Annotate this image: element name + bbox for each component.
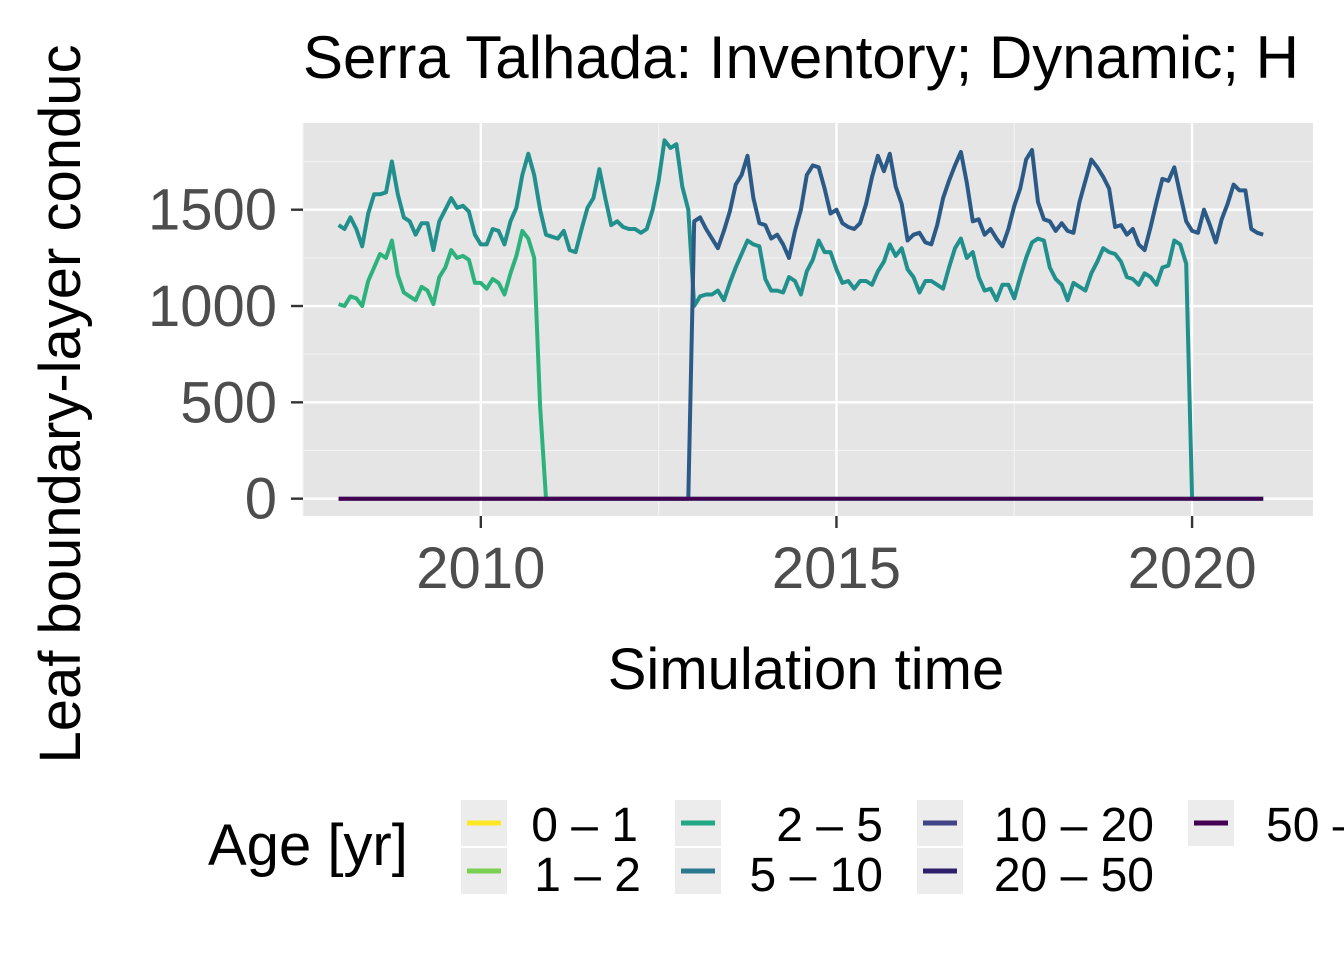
legend-label-1-2: 1 – 2 xyxy=(534,849,641,902)
x-axis-label: Simulation time xyxy=(608,637,1004,702)
legend-label-5-10: 5 – 10 xyxy=(750,849,883,902)
y-tick-label: 0 xyxy=(245,467,277,532)
legend-label-10-20: 10 – 20 xyxy=(994,799,1154,852)
y-tick-label: 500 xyxy=(180,370,277,435)
x-tick-label: 2015 xyxy=(772,536,901,601)
ticks-layer: 2010 2015 2020 0 500 1000 1500 xyxy=(148,178,1257,601)
series-line-10-20 xyxy=(338,148,1264,501)
series-layer xyxy=(337,138,1264,501)
x-tick-label: 2010 xyxy=(416,536,545,601)
y-axis-label: Leaf boundary-layer conduc xyxy=(28,44,93,763)
legend-label-2-5: 2 – 5 xyxy=(776,799,883,852)
legend-label-0-1: 0 – 1 xyxy=(531,799,638,852)
legend-label-50-plus: 50 – xyxy=(1266,799,1344,852)
legend-label-20-50: 20 – 50 xyxy=(994,849,1154,902)
legend: Age [yr] 0 – 1 1 – 2 2 – 5 5 – 10 10 – 2… xyxy=(208,799,1344,902)
y-tick-label: 1500 xyxy=(148,178,277,243)
x-tick-label: 2020 xyxy=(1128,536,1257,601)
series-line-5-10 xyxy=(337,138,1264,501)
y-tick-label: 1000 xyxy=(148,274,277,339)
grid-minor xyxy=(302,123,1313,516)
chart-title: Serra Talhada: Inventory; Dynamic; H xyxy=(303,24,1299,91)
legend-title: Age [yr] xyxy=(208,813,408,878)
